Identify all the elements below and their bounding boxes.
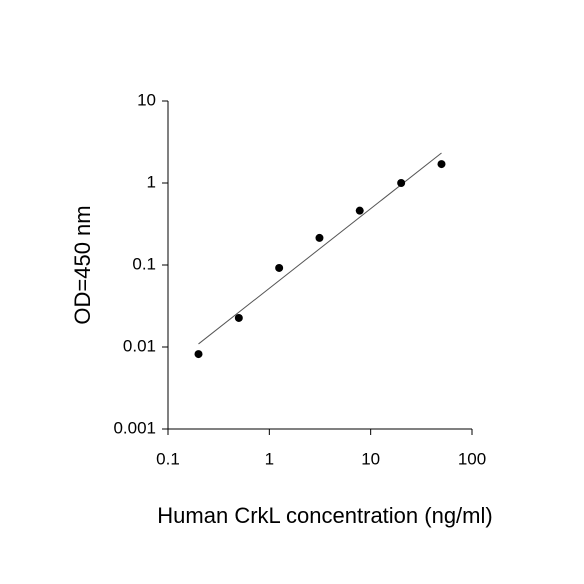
data-point	[437, 160, 446, 169]
data-point	[194, 350, 203, 359]
fit-line	[198, 152, 442, 345]
y-tick-label: 10	[137, 90, 156, 109]
data-point	[234, 313, 243, 322]
data-point	[315, 233, 324, 242]
y-tick-label: 0.01	[123, 336, 156, 355]
y-axis-title: OD=450 nm	[70, 205, 95, 324]
x-tick-label: 1	[265, 449, 274, 468]
y-tick-label: 0.001	[113, 418, 156, 437]
data-point	[355, 206, 364, 215]
y-tick-label: 1	[147, 172, 156, 191]
y-tick-label: 0.1	[132, 254, 156, 273]
data-point	[397, 179, 406, 187]
x-axis-title: Human CrkL concentration (ng/ml)	[157, 503, 492, 528]
x-tick-label: 100	[458, 449, 486, 468]
x-tick-label: 0.1	[156, 449, 180, 468]
x-tick-label: 10	[361, 449, 380, 468]
data-point	[275, 263, 284, 272]
